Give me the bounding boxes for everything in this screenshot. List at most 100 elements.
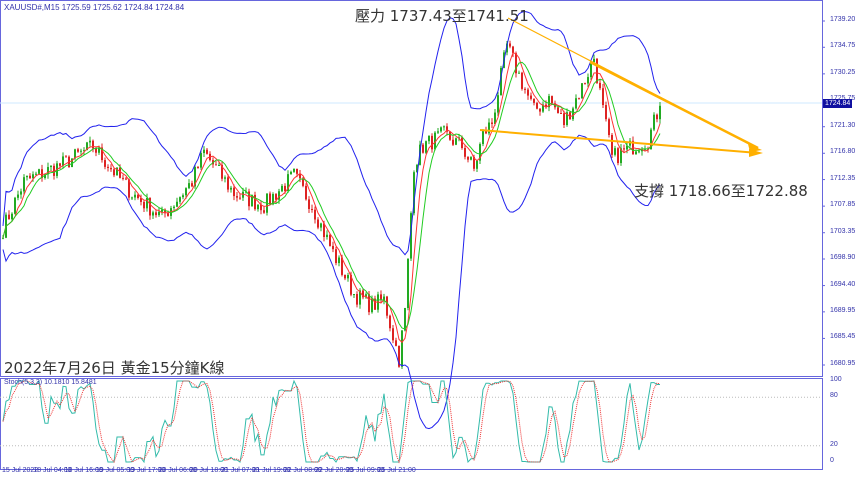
- candle-body: [188, 183, 190, 189]
- price-tick: 1712.35: [830, 174, 856, 182]
- candle-body: [221, 164, 223, 179]
- candle-body: [62, 156, 64, 166]
- bollinger-lower: [2, 134, 661, 430]
- stoch-main-line: [2, 379, 660, 464]
- candle-body: [131, 197, 133, 199]
- candle-body: [488, 122, 490, 134]
- candle-body: [296, 168, 298, 174]
- candle-body: [41, 169, 43, 179]
- candle-body: [203, 149, 205, 154]
- candle-body: [38, 169, 40, 174]
- candle-body: [275, 194, 277, 200]
- candle-body: [308, 199, 310, 210]
- candle-body: [470, 157, 472, 160]
- candle-body: [284, 185, 286, 192]
- resistance-arrow[interactable]: [589, 60, 759, 150]
- candle-body: [215, 164, 217, 166]
- candle-body: [35, 173, 37, 175]
- candle-body: [158, 211, 160, 216]
- time-tick: 25 Jul 09:00: [346, 467, 385, 474]
- candle-body: [320, 223, 322, 228]
- candle-body: [515, 53, 517, 74]
- candle-body: [113, 169, 115, 176]
- candle-body: [152, 212, 154, 216]
- time-tick: 21 Jul 07:00: [221, 467, 260, 474]
- candle-body: [656, 114, 658, 120]
- candle-body: [101, 147, 103, 161]
- price-tick: 1730.25: [830, 68, 856, 76]
- candle-body: [107, 166, 109, 168]
- time-tick: 21 Jul 19:00: [252, 467, 291, 474]
- time-tick: 18 Jul 04:00: [33, 467, 72, 474]
- candle-body: [329, 234, 331, 246]
- candle-body: [326, 234, 328, 238]
- stoch-label: Stoch(5,3,3) 10.1810 15.8481: [4, 379, 97, 386]
- price-tick: 1685.45: [830, 333, 856, 341]
- candle-body: [653, 114, 655, 130]
- candle-body: [248, 191, 250, 207]
- candle-body: [368, 294, 370, 313]
- candle-body: [134, 194, 136, 198]
- candle-body: [17, 194, 19, 198]
- stoch-pane-frame: [0, 378, 823, 470]
- candle-body: [638, 151, 640, 153]
- bollinger-upper: [2, 10, 661, 256]
- candle-body: [404, 307, 406, 331]
- candle-body: [353, 294, 355, 296]
- candle-body: [65, 156, 67, 158]
- price-tick: 1734.75: [830, 42, 856, 50]
- candle-body: [431, 135, 433, 150]
- time-tick: 20 Jul 18:00: [189, 467, 228, 474]
- candle-body: [8, 214, 10, 220]
- candle-body: [194, 167, 196, 187]
- candle-body: [560, 113, 562, 115]
- candle-body: [251, 194, 253, 207]
- candles: [2, 40, 661, 369]
- candle-body: [14, 197, 16, 214]
- candle-body: [122, 177, 124, 179]
- candle-body: [179, 197, 181, 202]
- candle-body: [230, 187, 232, 190]
- candle-body: [641, 149, 643, 152]
- candle-body: [536, 102, 538, 109]
- candle-body: [566, 112, 568, 126]
- price-tick: 1739.20: [830, 16, 856, 23]
- time-tick: 18 Jul 16:00: [64, 467, 103, 474]
- support-trendline[interactable]: [479, 129, 759, 154]
- candle-body: [146, 198, 148, 209]
- candle-body: [659, 105, 661, 120]
- candle-body: [362, 290, 364, 298]
- stoch-signal-line: [2, 380, 661, 464]
- candle-body: [602, 88, 604, 106]
- candle-body: [542, 104, 544, 112]
- candle-body: [2, 237, 4, 239]
- candle-body: [341, 257, 343, 275]
- current-price-tag: 1724.84: [823, 99, 853, 108]
- candle-body: [410, 213, 412, 259]
- stoch-tick: 20: [830, 440, 838, 448]
- candle-body: [548, 96, 550, 108]
- candle-body: [290, 171, 292, 175]
- candle-body: [575, 98, 577, 109]
- candle-body: [383, 296, 385, 301]
- candle-body: [344, 274, 346, 279]
- resistance-annotation: 壓力 1737.43至1741.51: [355, 7, 529, 25]
- main-pane-frame: [0, 0, 823, 377]
- candle-body: [443, 126, 445, 128]
- candle-body: [476, 160, 478, 169]
- candle-body: [473, 157, 475, 169]
- candle-body: [191, 183, 193, 187]
- candle-body: [605, 105, 607, 120]
- candle-body: [506, 43, 508, 53]
- candle-body: [494, 112, 496, 124]
- candle-body: [263, 210, 265, 213]
- candle-body: [413, 172, 415, 214]
- candle-body: [524, 88, 526, 90]
- candle-body: [128, 179, 130, 198]
- candle-body: [434, 132, 436, 150]
- candle-body: [47, 167, 49, 175]
- candle-body: [461, 137, 463, 149]
- candle-body: [590, 62, 592, 78]
- candle-body: [617, 148, 619, 164]
